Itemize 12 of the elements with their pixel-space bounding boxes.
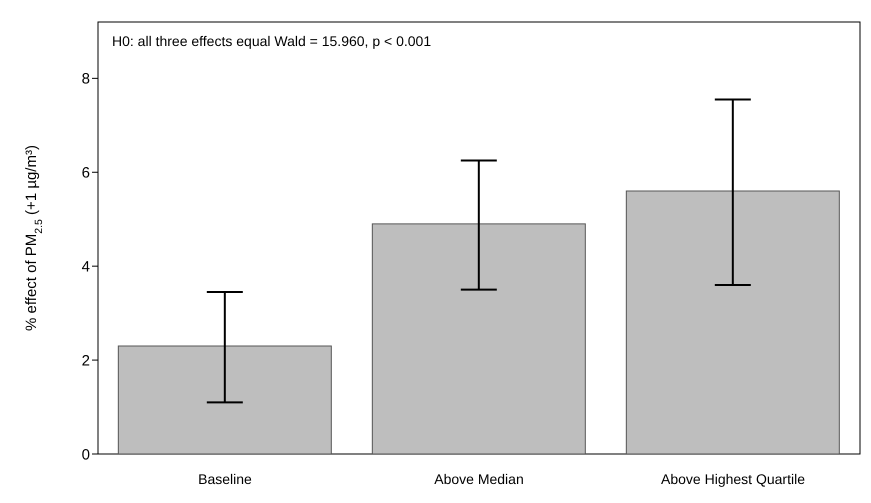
y-tick-label: 4 [82, 258, 90, 276]
y-tick-label: 8 [82, 70, 90, 88]
bar [118, 346, 332, 454]
x-tick-label: Above Highest Quartile [661, 470, 806, 487]
y-tick-label: 2 [82, 352, 90, 370]
y-tick-label: 6 [82, 164, 90, 182]
x-tick-label: Above Median [434, 470, 524, 487]
y-tick-label: 0 [82, 446, 90, 464]
bar [372, 223, 586, 454]
bar [626, 190, 840, 454]
x-tick-label: Baseline [198, 470, 252, 487]
annotation: H0: all three effects equal Wald = 15.960, p < 0.001 [112, 33, 432, 49]
